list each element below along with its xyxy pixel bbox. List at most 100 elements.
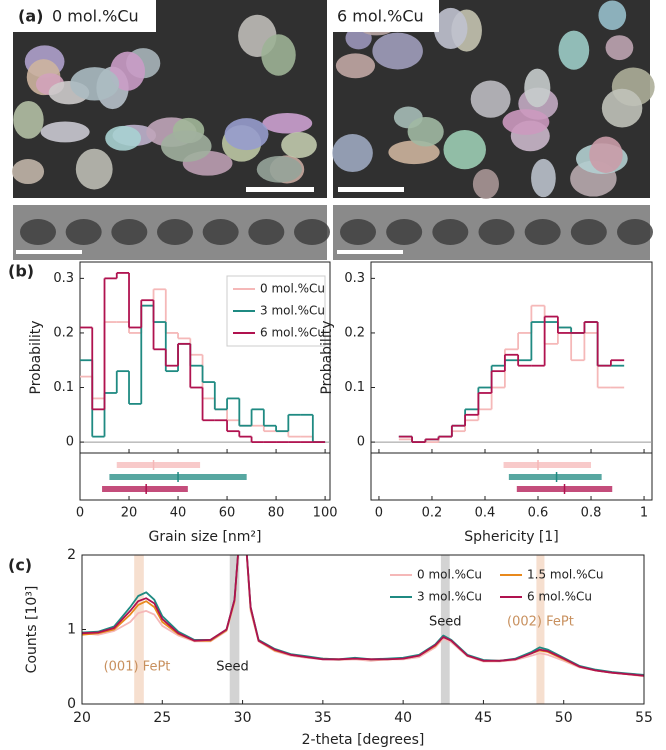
x-axis-label: Sphericity [1]	[464, 529, 559, 545]
grain	[443, 129, 486, 170]
grain	[13, 100, 44, 139]
legend-label: 1.5 mol.%Cu	[527, 568, 603, 582]
y-tick-label: 0.2	[344, 325, 365, 340]
x-tick-label: 45	[475, 710, 493, 726]
x-tick-label: 0.2	[422, 506, 443, 521]
grain	[407, 116, 444, 147]
y-tick-label: 0.1	[53, 380, 74, 395]
grain	[75, 148, 113, 190]
y-tick-label: 0.3	[53, 271, 74, 286]
grain-cross-section	[157, 219, 193, 245]
highlight-band	[134, 555, 144, 704]
plot-frame	[370, 261, 653, 501]
grain	[11, 159, 45, 185]
grain-cross-section	[524, 219, 561, 245]
x-tick-label: 0	[375, 506, 383, 521]
y-tick-label: 0.2	[53, 325, 74, 340]
y-axis-label: Probability	[28, 320, 44, 394]
legend-label: 3 mol.%Cu	[417, 590, 482, 604]
range-bar	[503, 462, 592, 468]
x-tick-label: 30	[234, 710, 252, 726]
data-line	[82, 555, 644, 678]
scale-bar	[246, 187, 314, 192]
highlight-band	[229, 555, 240, 704]
highlight-band	[536, 555, 545, 704]
grain	[470, 80, 511, 118]
y-tick-label: 1	[67, 622, 76, 638]
legend-box	[226, 275, 326, 347]
grain	[40, 121, 90, 143]
panel-label: (c)	[8, 556, 32, 575]
scale-bar	[337, 250, 403, 254]
plot-area	[82, 555, 644, 704]
grain	[558, 30, 590, 70]
y-axis-label: Probability	[319, 320, 335, 394]
x-tick-label: 100	[313, 506, 338, 521]
grain	[524, 68, 551, 108]
grain	[601, 88, 643, 128]
y-tick-label: 0	[66, 435, 74, 450]
grain-cross-section	[65, 219, 102, 245]
x-tick-label: 80	[268, 506, 285, 521]
grain	[335, 53, 376, 79]
grain-cross-section	[340, 219, 376, 245]
grain	[70, 67, 120, 101]
x-axis-label: 2-theta [degrees]	[302, 732, 425, 748]
grain-cross-section	[248, 219, 285, 245]
highlight-band	[440, 555, 450, 704]
data-line	[82, 555, 644, 677]
y-axis-label: Counts [10³]	[24, 586, 40, 674]
grain	[161, 130, 212, 162]
grain	[605, 35, 634, 61]
grain	[281, 132, 317, 159]
range-bar	[116, 462, 201, 468]
grain	[372, 32, 423, 70]
x-tick-label: 0.6	[528, 506, 549, 521]
x-tick-label: 55	[635, 710, 653, 726]
grain-cross-section	[294, 219, 330, 245]
grain	[262, 113, 313, 134]
grain	[256, 156, 303, 183]
legend-label: 0 mol.%Cu	[417, 568, 482, 582]
image-label: 0 mol.%Cu	[52, 7, 139, 26]
grain	[598, 0, 627, 30]
grain	[502, 109, 550, 135]
scale-bar	[16, 250, 82, 254]
plot-frame	[79, 261, 331, 501]
x-tick-label: 40	[394, 710, 412, 726]
panel-label: (b)	[8, 262, 34, 281]
x-tick-label: 35	[314, 710, 332, 726]
x-tick-label: 60	[219, 506, 236, 521]
x-tick-label: 0	[76, 506, 84, 521]
x-tick-label: 20	[121, 506, 138, 521]
grain	[531, 158, 556, 198]
grain-cross-section	[202, 219, 239, 245]
x-tick-label: 0.4	[475, 506, 496, 521]
y-tick-label: 0.1	[344, 380, 365, 395]
x-tick-label: 20	[73, 710, 91, 726]
micrographs	[11, 0, 655, 260]
grain	[589, 136, 623, 173]
x-tick-label: 0.8	[581, 506, 602, 521]
y-tick-label: 2	[67, 547, 76, 563]
x-tick-label: 25	[153, 710, 171, 726]
data-line	[82, 555, 644, 676]
range-bar	[508, 474, 602, 480]
x-tick-label: 40	[170, 506, 187, 521]
legend-label: 6 mol.%Cu	[527, 590, 592, 604]
x-axis-label: Grain size [nm²]	[148, 529, 261, 545]
legend-label: 6 mol.%Cu	[260, 326, 325, 340]
band-label: (001) FePt	[104, 660, 171, 675]
grain	[261, 34, 296, 76]
x-tick-label: 1	[640, 506, 648, 521]
x-tick-label: 50	[555, 710, 573, 726]
grain-cross-section	[617, 219, 653, 245]
grain	[224, 118, 269, 151]
band-label: Seed	[429, 615, 462, 630]
grain-cross-section	[478, 219, 515, 245]
y-tick-label: 0	[67, 696, 76, 712]
grain	[433, 7, 468, 50]
legend-label: 0 mol.%Cu	[260, 282, 325, 296]
panel-label: (a)	[18, 7, 43, 26]
